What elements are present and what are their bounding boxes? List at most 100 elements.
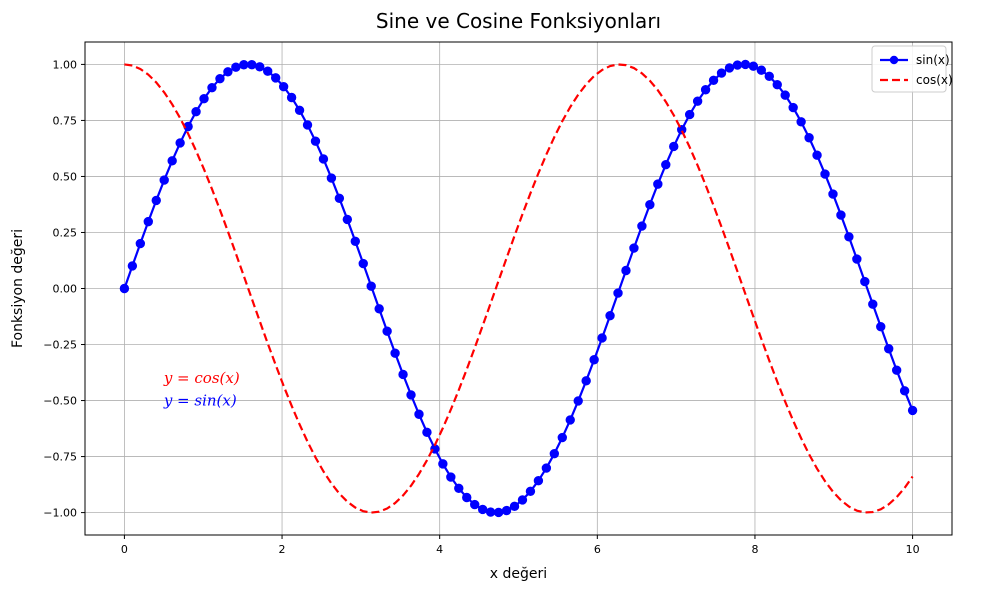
sin-data-point [247, 59, 257, 70]
y-tick-label: 1.00 [53, 58, 78, 71]
sin-data-point [700, 85, 711, 95]
sin-data-point [199, 94, 209, 104]
y-tick-label: 0.50 [53, 170, 78, 183]
sin-data-point [167, 156, 177, 166]
legend-label-cos: cos(x) [916, 73, 953, 87]
sin-data-point [764, 71, 774, 82]
x-tick-label: 4 [436, 543, 443, 556]
x-tick-label: 6 [594, 543, 601, 556]
sin-data-point [724, 63, 735, 73]
sin-data-point [828, 189, 838, 199]
annotation-label: y = sin(x) [163, 392, 237, 410]
y-axis-label: Fonksiyon değeri [10, 229, 26, 348]
y-tick-label: −0.25 [43, 339, 77, 352]
sin-data-point [836, 210, 846, 220]
legend-marker-sin [889, 55, 899, 65]
chart-title: Sine ve Cosine Fonksiyonları [376, 9, 661, 33]
sin-data-point [541, 463, 552, 473]
sin-data-point [255, 62, 265, 72]
sin-data-point [286, 92, 297, 103]
sin-data-point [804, 133, 814, 143]
sin-data-point [740, 59, 751, 70]
grid [85, 42, 952, 535]
sin-data-point [677, 125, 687, 135]
sin-data-point [621, 265, 631, 276]
sin-data-point [223, 67, 233, 77]
sin-data-point [119, 283, 130, 294]
sin-data-point [748, 61, 759, 71]
x-tick-label: 0 [121, 543, 128, 556]
sin-data-point [446, 472, 456, 482]
sin-data-point [589, 355, 599, 365]
series-layer [119, 59, 918, 518]
sin-data-point [422, 427, 432, 438]
sin-data-point [143, 216, 153, 227]
y-tick-label: 0.00 [53, 283, 78, 296]
sin-data-point [390, 348, 400, 358]
sin-data-point [525, 486, 536, 497]
sin-data-point [653, 179, 663, 189]
sin-data-point [684, 109, 695, 120]
sin-data-point [151, 195, 161, 206]
sin-data-point [533, 475, 544, 486]
sin-data-point [876, 321, 886, 332]
y-tick-label: 0.75 [53, 114, 78, 127]
sin-data-point [263, 66, 273, 76]
sin-data-point [382, 326, 392, 336]
sin-data-point [573, 396, 583, 406]
sin-data-point [613, 288, 623, 298]
sin-data-point [884, 344, 894, 354]
sin-data-point [342, 214, 353, 225]
sin-data-point [868, 299, 878, 309]
sin-data-point [326, 173, 337, 183]
sin-data-point [207, 82, 217, 93]
sin-data-point [899, 386, 910, 396]
sin-data-point [477, 504, 488, 515]
sin-data-point [470, 499, 480, 510]
sin-data-point [414, 409, 424, 419]
sin-data-point [215, 73, 225, 84]
sin-data-point [485, 507, 496, 517]
sin-data-point [852, 254, 862, 264]
legend: sin(x) cos(x) [871, 45, 953, 93]
sin-data-point [772, 80, 782, 90]
sin-data-point [756, 65, 767, 75]
sin-data-point [820, 169, 830, 179]
sin-data-point [860, 276, 870, 287]
sin-data-point [191, 107, 201, 117]
sin-data-point [302, 120, 313, 130]
sin-data-point [780, 90, 790, 100]
y-tick-label: 0.25 [53, 226, 78, 239]
cos-series-line [124, 63, 914, 514]
sin-data-point [270, 73, 281, 83]
legend-label-sin: sin(x) [916, 53, 950, 67]
sin-data-point [294, 105, 305, 115]
ticks: 0 2 4 6 8 10 −1.00 −0.75 −0.50 −0.25 0.00 0.25 0.50 0… [43, 58, 919, 556]
sin-data-point [454, 483, 464, 493]
sin-data-point [692, 96, 703, 106]
sin-data-point [398, 369, 408, 380]
annotation-label: y = cos(x) [163, 369, 240, 387]
sin-data-point [462, 492, 472, 503]
sin-data-point [907, 405, 918, 416]
y-tick-label: −0.50 [43, 395, 77, 408]
sin-data-point [159, 175, 169, 185]
sin-data-point [509, 501, 520, 512]
sin-data-point [637, 221, 647, 231]
sin-data-point [796, 117, 806, 127]
sin-data-point [732, 60, 743, 70]
sin-data-point [406, 390, 416, 400]
sin-data-point [812, 150, 822, 160]
sin-data-point [135, 238, 146, 249]
sin-data-point [581, 376, 591, 386]
sin-data-point [716, 68, 727, 78]
annotations: y = cos(x) y = sin(x) [163, 369, 240, 409]
sin-data-point [501, 505, 512, 516]
sin-data-point [557, 432, 567, 443]
sin-data-point [549, 448, 560, 459]
legend-box [871, 45, 947, 93]
sin-data-point [374, 304, 384, 314]
sin-data-point [493, 507, 504, 518]
sin-data-point [231, 62, 241, 72]
sin-data-point [334, 193, 345, 203]
